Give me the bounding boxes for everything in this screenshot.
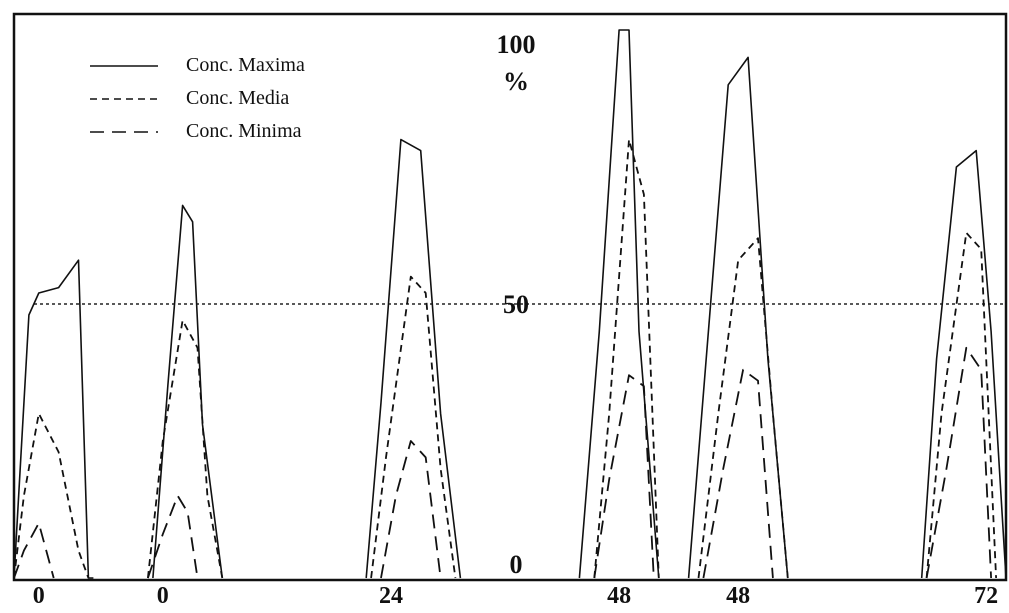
series-3-peak-6 [925, 346, 992, 579]
x-tick-label: 48 [607, 583, 631, 609]
legend: Conc. Maxima Conc. Media Conc. Minima [90, 54, 305, 142]
legend-label: Conc. Minima [186, 120, 302, 142]
series-3-peak-1 [13, 522, 55, 579]
series-1-peak-5 [687, 56, 789, 579]
y-tick-label: 100 [497, 30, 536, 59]
series-3-peak-2 [147, 494, 199, 579]
x-tick-label: 0 [33, 583, 45, 609]
series-2-peak-1 [13, 412, 90, 579]
series-3-peak-3 [380, 440, 442, 579]
y-tick-layer: 0 50 100 [497, 30, 536, 579]
legend-label: Conc. Media [186, 87, 289, 109]
series-1-peak-1 [13, 259, 94, 579]
x-tick-label: 24 [379, 583, 403, 609]
legend-label: Conc. Maxima [186, 54, 305, 76]
series-1-peak-2 [152, 204, 224, 579]
series-1-peak-3 [365, 138, 462, 579]
x-tick-layer: 0 0 24 48 48 72 [33, 583, 998, 609]
series-2-peak-4 [593, 138, 660, 579]
x-tick-label: 0 [157, 583, 169, 609]
series-2-peak-3 [370, 275, 457, 579]
series-2-peak-5 [697, 237, 789, 579]
y-tick-label: 50 [503, 290, 529, 319]
series-3-peak-5 [702, 368, 774, 579]
series-2-peak-6 [925, 231, 997, 579]
series-3-peak-4 [593, 374, 655, 579]
y-tick-label: 0 [510, 550, 523, 579]
plot-frame [12, 12, 1008, 582]
series-2-peak-2 [147, 319, 224, 579]
y-axis-label: % [503, 67, 529, 96]
series-layer [13, 29, 1007, 579]
x-tick-label: 72 [974, 583, 998, 609]
x-tick-label: 48 [726, 583, 750, 609]
series-1-peak-6 [920, 149, 1007, 579]
series-1-peak-4 [578, 29, 660, 579]
